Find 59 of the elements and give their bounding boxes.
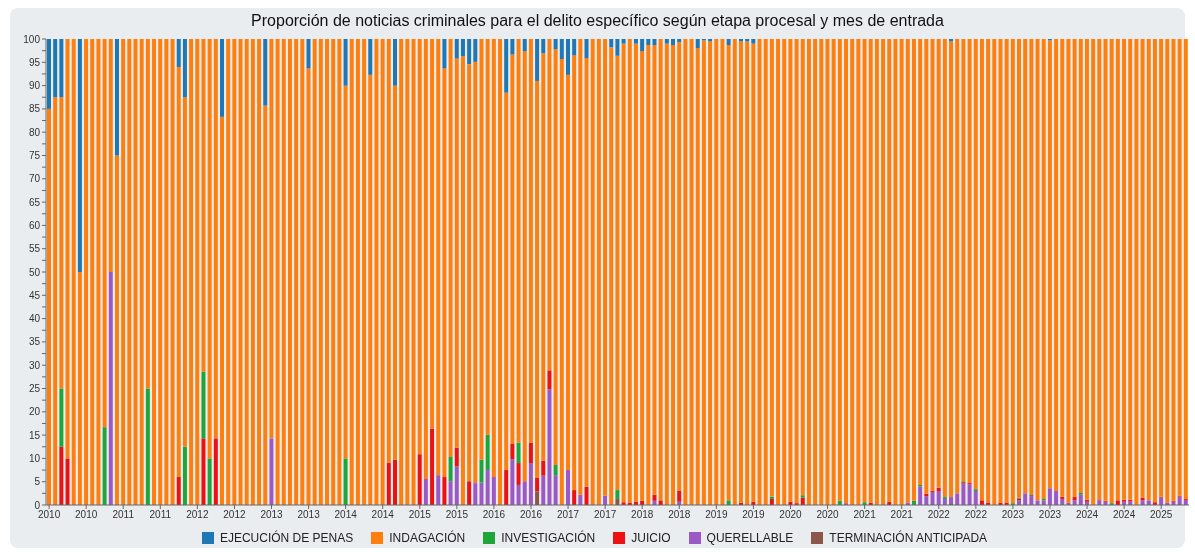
x-tick-label: 2024 bbox=[1075, 509, 1099, 521]
legend-label: INVESTIGACIÓN bbox=[500, 531, 596, 545]
y-tick-label: 0 bbox=[34, 499, 41, 511]
x-tick-label: 2019 bbox=[705, 509, 728, 521]
x-tick-label: 2023 bbox=[1001, 509, 1025, 521]
y-tick-label: 80 bbox=[28, 126, 41, 138]
y-tick-label: 35 bbox=[28, 336, 41, 348]
y-tick-label: 85 bbox=[28, 103, 41, 115]
y-tick-label: 65 bbox=[28, 196, 41, 208]
x-tick-label: 2019 bbox=[742, 509, 765, 521]
legend-label: TERMINACIÓN ANTICIPADA bbox=[828, 531, 988, 545]
x-tick-label: 2025 bbox=[1150, 509, 1173, 521]
x-tick-label: 2021 bbox=[853, 509, 877, 521]
y-tick-label: 15 bbox=[28, 429, 41, 441]
y-tick-label: 60 bbox=[28, 219, 41, 231]
y-tick-label: 10 bbox=[28, 452, 41, 464]
y-tick-label: 20 bbox=[28, 406, 41, 418]
x-tick-label: 2020 bbox=[816, 509, 840, 521]
y-tick-label: 95 bbox=[28, 56, 41, 68]
x-tick-label: 2022 bbox=[964, 509, 988, 521]
x-tick-label: 2020 bbox=[779, 509, 803, 521]
x-tick-label: 2014 bbox=[371, 509, 395, 521]
y-tick-label: 70 bbox=[28, 173, 41, 185]
y-tick-label: 90 bbox=[28, 80, 41, 92]
y-tick-label: 25 bbox=[28, 383, 41, 395]
y-tick-label: 100 bbox=[23, 33, 41, 45]
legend-label: QUERELLABLE bbox=[705, 531, 794, 545]
x-tick-label: 2014 bbox=[334, 509, 358, 521]
x-tick-label: 2018 bbox=[668, 509, 691, 521]
x-tick-label: 2023 bbox=[1038, 509, 1062, 521]
y-tick-label: 50 bbox=[28, 266, 41, 278]
x-tick-label: 2015 bbox=[445, 509, 469, 521]
x-tick-label: 2010 bbox=[37, 509, 61, 521]
y-tick-label: 45 bbox=[28, 289, 41, 301]
x-tick-label: 2022 bbox=[927, 509, 951, 521]
y-tick-label: 40 bbox=[28, 313, 41, 325]
y-tick-label: 30 bbox=[28, 359, 41, 371]
x-tick-label: 2017 bbox=[556, 509, 580, 521]
x-tick-label: 2016 bbox=[482, 509, 506, 521]
x-tick-label: 2012 bbox=[186, 509, 209, 521]
x-tick-label: 2018 bbox=[631, 509, 654, 521]
x-tick-label: 2015 bbox=[408, 509, 432, 521]
x-tick-label: 2011 bbox=[149, 509, 172, 521]
x-tick-label: 2013 bbox=[297, 509, 321, 521]
x-tick-label: 2012 bbox=[223, 509, 246, 521]
y-tick-label: 5 bbox=[34, 476, 41, 488]
y-tick-label: 55 bbox=[28, 243, 41, 255]
legend-label: EJECUCIÓN DE PENAS bbox=[218, 531, 354, 545]
x-tick-label: 2021 bbox=[890, 509, 914, 521]
legend-label: JUICIO bbox=[630, 531, 671, 545]
y-tick-label: 75 bbox=[28, 150, 41, 162]
chart-title: Proporción de noticias criminales para el delito específico según etapa procesal y mes de entrada bbox=[250, 12, 945, 30]
x-tick-label: 2024 bbox=[1113, 509, 1136, 521]
legend-label: INDAGACIÓN bbox=[388, 531, 466, 545]
x-tick-label: 2010 bbox=[75, 509, 98, 521]
x-tick-label: 2013 bbox=[260, 509, 284, 521]
x-tick-label: 2017 bbox=[594, 509, 617, 521]
x-tick-label: 2011 bbox=[112, 509, 135, 521]
x-tick-label: 2016 bbox=[519, 509, 543, 521]
